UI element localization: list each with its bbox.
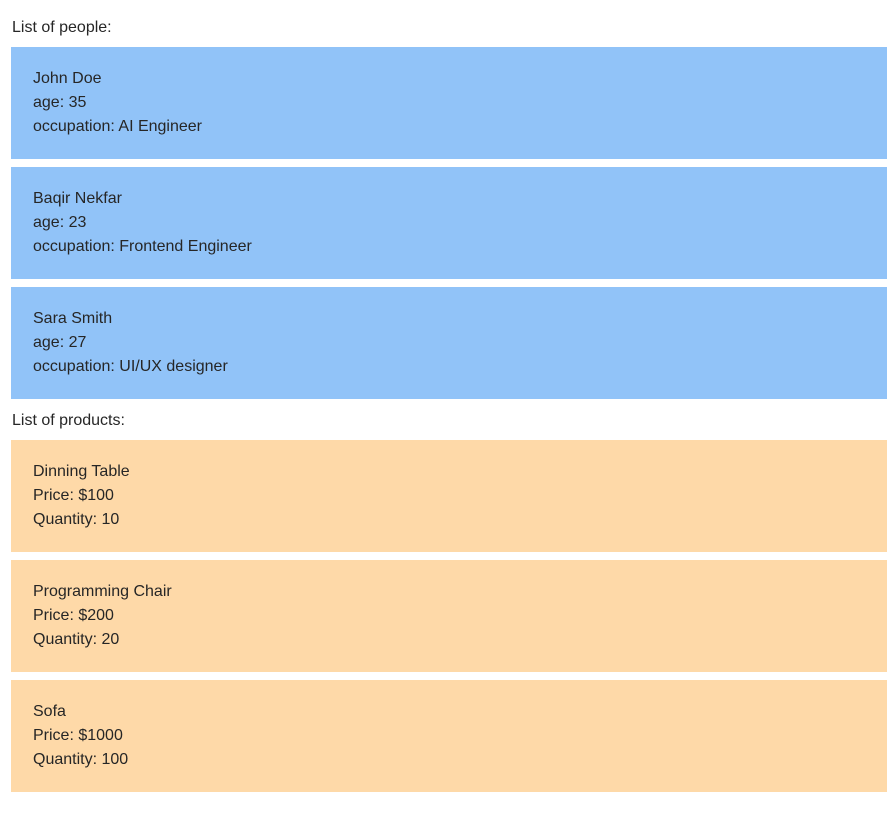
person-occupation: occupation: Frontend Engineer [33,238,252,255]
person-card: Baqir Nekfar age: 23 occupation: Fronten… [11,167,887,279]
person-card: Sara Smith age: 27 occupation: UI/UX des… [11,287,887,399]
product-card: Dinning Table Price: $100 Quantity: 10 [11,440,887,552]
person-age: age: 27 [33,334,87,351]
product-card: Sofa Price: $1000 Quantity: 100 [11,680,887,792]
products-section-label: List of products: [12,412,125,429]
person-occupation: occupation: UI/UX designer [33,358,228,375]
product-name: Sofa [33,703,66,720]
products-list: Dinning Table Price: $100 Quantity: 10 P… [11,440,887,792]
people-section-label: List of people: [12,19,112,36]
product-quantity: Quantity: 10 [33,511,120,528]
product-price: Price: $100 [33,487,114,504]
product-name: Dinning Table [33,463,130,480]
people-list: John Doe age: 35 occupation: AI Engineer… [11,47,887,399]
product-price: Price: $200 [33,607,114,624]
person-age: age: 35 [33,94,87,111]
person-name: Sara Smith [33,310,113,327]
person-name: John Doe [33,70,102,87]
person-occupation: occupation: AI Engineer [33,118,203,135]
person-name: Baqir Nekfar [33,190,122,207]
person-age: age: 23 [33,214,87,231]
product-name: Programming Chair [33,583,172,600]
product-price: Price: $1000 [33,727,123,744]
person-card: John Doe age: 35 occupation: AI Engineer [11,47,887,159]
product-card: Programming Chair Price: $200 Quantity: … [11,560,887,672]
page: List of people: John Doe age: 35 occupat… [11,18,887,792]
product-quantity: Quantity: 100 [33,751,129,768]
product-quantity: Quantity: 20 [33,631,120,648]
